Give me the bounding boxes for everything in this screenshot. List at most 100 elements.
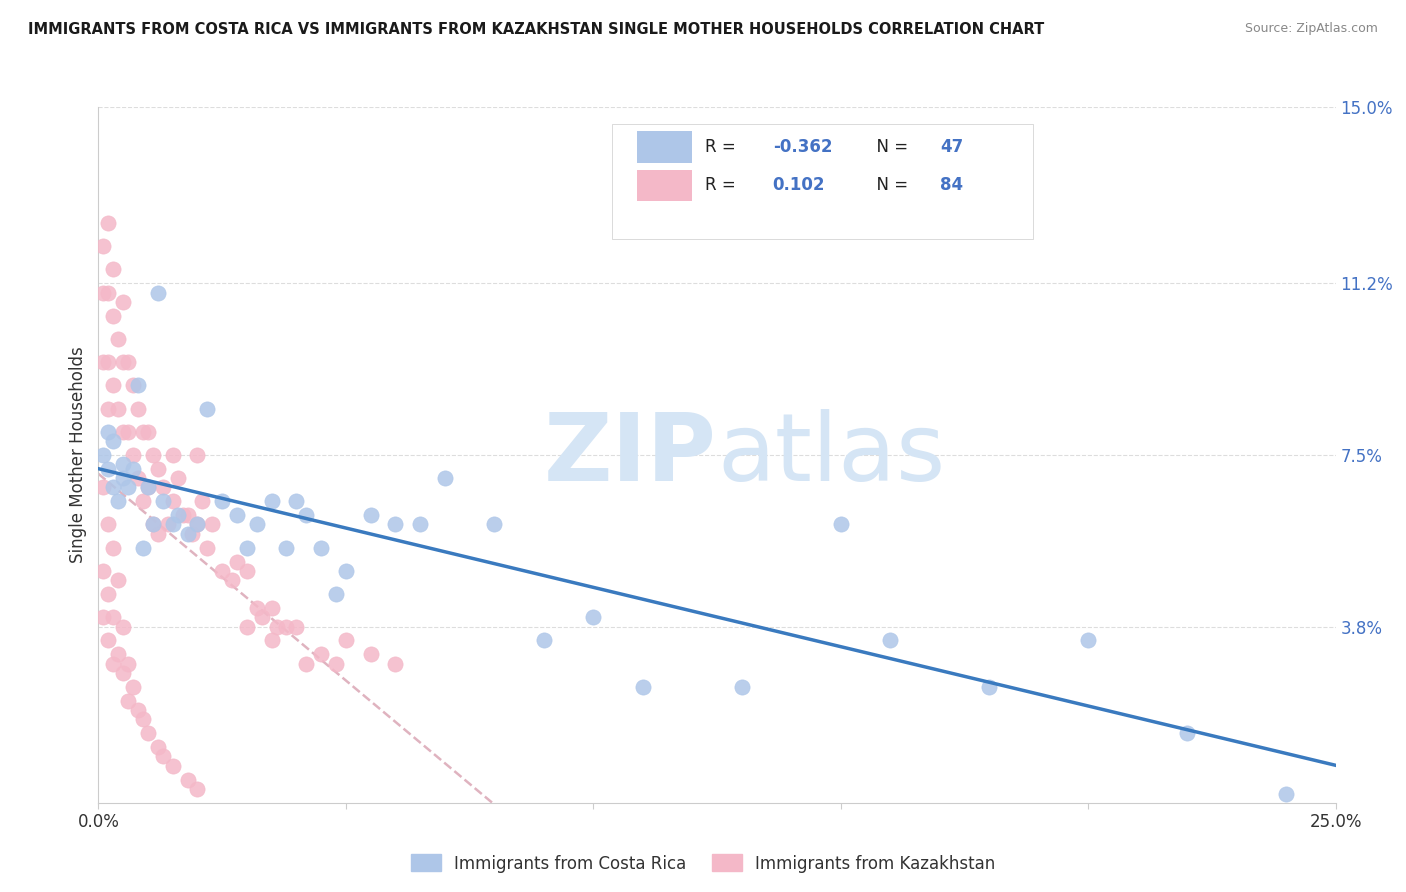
Point [1275, 787, 1298, 801]
Point [132, 541, 155, 555]
Point [112, 665, 135, 680]
Point [360, 508, 382, 523]
Point [221, 573, 243, 587]
Point [146, 740, 169, 755]
Point [484, 517, 506, 532]
Point [162, 758, 184, 772]
Point [181, 526, 204, 541]
Point [122, 378, 145, 392]
Point [285, 619, 308, 633]
Text: atlas: atlas [717, 409, 945, 501]
Point [146, 285, 169, 300]
Point [409, 517, 432, 532]
Text: IMMIGRANTS FROM COSTA RICA VS IMMIGRANTS FROM KAZAKHSTAN SINGLE MOTHER HOUSEHOLD: IMMIGRANTS FROM COSTA RICA VS IMMIGRANTS… [28, 22, 1045, 37]
Point [260, 601, 283, 615]
Point [93, 564, 115, 578]
Point [309, 541, 332, 555]
Point [132, 494, 155, 508]
Point [731, 680, 754, 694]
Point [103, 434, 125, 448]
Point [117, 355, 139, 369]
Point [236, 564, 259, 578]
Point [127, 703, 149, 717]
Point [132, 425, 155, 439]
Point [211, 564, 233, 578]
Point [93, 610, 115, 624]
Point [226, 555, 249, 569]
Y-axis label: Single Mother Households: Single Mother Households [69, 347, 87, 563]
Point [285, 494, 308, 508]
Point [335, 564, 357, 578]
Point [97, 285, 120, 300]
Point [117, 480, 139, 494]
Point [103, 480, 125, 494]
Point [186, 517, 208, 532]
Point [156, 517, 179, 532]
Point [152, 480, 174, 494]
Point [201, 517, 224, 532]
Point [152, 494, 174, 508]
Point [127, 378, 149, 392]
Point [1077, 633, 1099, 648]
Point [97, 517, 120, 532]
Text: 0.102: 0.102 [773, 176, 825, 194]
Point [979, 680, 1001, 694]
Point [146, 526, 169, 541]
Point [260, 633, 283, 648]
Point [142, 517, 165, 532]
Point [191, 494, 214, 508]
Point [186, 448, 208, 462]
Point [266, 619, 288, 633]
Point [107, 648, 129, 662]
Point [107, 332, 129, 346]
Point [162, 494, 184, 508]
Point [1175, 726, 1198, 740]
Point [112, 355, 135, 369]
Point [117, 657, 139, 671]
Point [325, 657, 347, 671]
Point [136, 726, 159, 740]
Point [93, 448, 115, 462]
Point [260, 494, 283, 508]
Text: Source: ZipAtlas.com: Source: ZipAtlas.com [1244, 22, 1378, 36]
Text: ZIP: ZIP [544, 409, 717, 501]
Point [136, 425, 159, 439]
Point [112, 471, 135, 485]
Point [631, 680, 654, 694]
Point [136, 480, 159, 494]
Point [136, 480, 159, 494]
Point [103, 262, 125, 277]
FancyBboxPatch shape [637, 169, 692, 201]
Point [276, 619, 298, 633]
Point [103, 657, 125, 671]
Point [246, 517, 269, 532]
Point [107, 401, 129, 416]
Point [97, 587, 120, 601]
Point [384, 517, 406, 532]
Point [122, 448, 145, 462]
Text: N =: N = [866, 138, 912, 156]
Point [142, 517, 165, 532]
Point [176, 772, 198, 787]
Point [309, 648, 332, 662]
Point [97, 401, 120, 416]
Point [112, 294, 135, 309]
Point [97, 633, 120, 648]
Point [172, 508, 194, 523]
Point [533, 633, 555, 648]
Point [103, 378, 125, 392]
Point [236, 619, 259, 633]
Point [103, 610, 125, 624]
Point [276, 541, 298, 555]
Point [295, 508, 318, 523]
Point [186, 781, 208, 796]
Point [250, 610, 273, 624]
Point [107, 494, 129, 508]
Point [176, 526, 198, 541]
FancyBboxPatch shape [637, 131, 692, 162]
Point [195, 541, 218, 555]
Point [176, 508, 198, 523]
Point [103, 541, 125, 555]
Point [122, 462, 145, 476]
Point [112, 457, 135, 471]
